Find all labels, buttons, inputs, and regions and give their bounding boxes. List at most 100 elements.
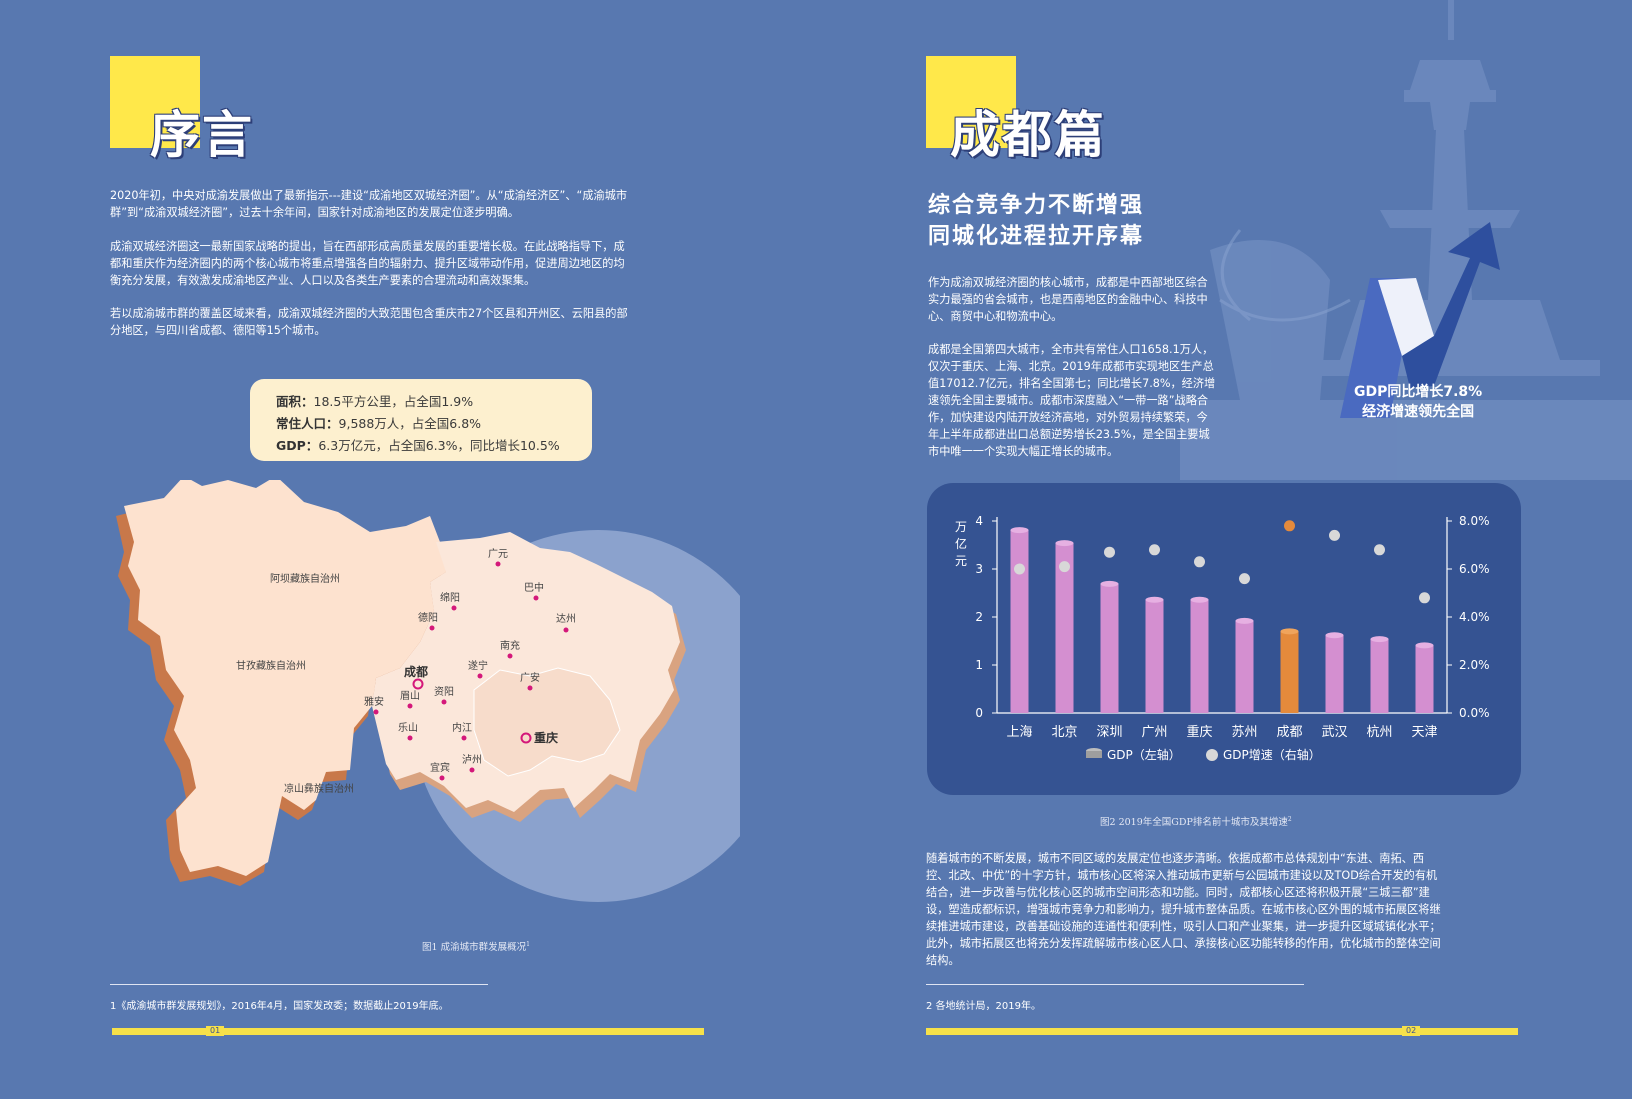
gdp-bar-cap-3 <box>1145 596 1164 603</box>
map-label-mianyang: 绵阳 <box>440 591 460 604</box>
y-axis-label-char: 元 <box>955 554 967 568</box>
growth-point-6 <box>1284 520 1295 532</box>
chengdu-paragraph-2: 成都是全国第四大城市，全市共有常住人口1658.1万人， 仅次于重庆、上海、北京… <box>928 343 1216 458</box>
map-label-dazhou: 达州 <box>556 613 576 625</box>
y2-tick-label: 6.0% <box>1459 562 1490 576</box>
arrow-diagonal-white <box>1378 278 1434 356</box>
city-dots <box>373 561 569 781</box>
map-label-bazhong: 巴中 <box>524 581 544 594</box>
gdp-bar-cap-8 <box>1370 636 1389 643</box>
map-label-leshan: 乐山 <box>398 722 418 734</box>
x-tick-label-0: 上海 <box>1006 725 1032 740</box>
footnote-right: 2 各地统计局，2019年。 <box>926 1001 1041 1012</box>
x-tick-label-8: 杭州 <box>1366 725 1392 740</box>
preface-paragraph-2: 成渝双城经济圈这一最新国家战略的提出，旨在西部形成高质量发展的重要增长极。在此战… <box>110 240 625 287</box>
gdp-bar-cap-2 <box>1100 580 1119 587</box>
gdp-bar-cap-1 <box>1055 540 1074 547</box>
x-tick-label-3: 广州 <box>1141 725 1167 740</box>
x-tick-label-9: 天津 <box>1411 725 1437 740</box>
chengdu-paragraph-3: 随着城市的不断发展，城市不同区域的发展定位也逐步清晰。依据成都市总体规划中“东进… <box>926 852 1441 967</box>
title-accent-block-right <box>926 56 1016 148</box>
legend-gdp-icon-body <box>1086 751 1102 758</box>
tv-tower-illustration <box>1180 0 1632 480</box>
chengdu-paragraph-1: 作为成渝双城经济圈的核心城市，成都是中西部地区综合 实力最强的省会城市，也是西南… <box>928 276 1208 323</box>
y2-tick-label: 4.0% <box>1459 610 1490 624</box>
growth-arrow-graphic <box>1340 222 1500 418</box>
map-label-neijiang: 内江 <box>452 721 472 734</box>
y2-tick-label: 0.0% <box>1459 706 1490 720</box>
gdp-bar-8 <box>1370 639 1389 713</box>
map-label-deyang: 德阳 <box>418 611 438 624</box>
map-label-chengdu: 成都 <box>404 664 428 679</box>
stats-box: 面积：18.5平方公里，占全国1.9% 常住人口：9,588万人，占全国6.8%… <box>250 379 592 461</box>
growth-point-5 <box>1239 573 1250 585</box>
gdp-bar-6 <box>1280 631 1299 713</box>
page-title-preface: 序言 <box>150 106 254 164</box>
gdp-bar-1 <box>1055 543 1074 713</box>
footnote-left: 1《成渝城市群发展规划》，2016年4月，国家发改委；数据截止2019年底。 <box>110 1001 449 1012</box>
y2-tick-label: 8.0% <box>1459 514 1490 528</box>
page-title-chengdu: 成都篇 <box>950 106 1106 164</box>
chongqing-marker <box>520 732 532 744</box>
y2-tick-label: 2.0% <box>1459 658 1490 672</box>
growth-point-4 <box>1194 556 1205 568</box>
growth-point-2 <box>1104 546 1115 558</box>
map-label-meishan: 眉山 <box>400 690 420 702</box>
chengdu-marker <box>412 678 424 690</box>
y-axis-label-char: 亿 <box>955 536 967 551</box>
growth-point-3 <box>1149 544 1160 556</box>
y-tick-label: 3 <box>975 562 983 576</box>
map-label-luzhou: 泸州 <box>462 754 482 766</box>
map-label-guangyuan: 广元 <box>488 548 508 560</box>
y-tick-label: 4 <box>975 514 983 528</box>
preface-paragraph-1: 2020年初，中央对成渝发展做出了最新指示---建设“成渝地区双城经济圈”。从“… <box>110 189 628 219</box>
gdp-bar-9 <box>1415 645 1434 713</box>
legend-gdp-label: GDP（左轴） <box>1107 747 1181 762</box>
map-label-yibin: 宜宾 <box>430 761 450 774</box>
map-label-nanchong: 南充 <box>500 639 520 652</box>
stat-population: 常住人口：9,588万人，占全国6.8% <box>276 416 482 431</box>
map-label-guangan: 广安 <box>520 671 540 684</box>
footnote-rule-right <box>926 984 1304 985</box>
gdp-bar-cap-4 <box>1190 596 1209 603</box>
page-number-right: 02 <box>1402 1026 1421 1036</box>
chengyu-region-map: 阿坝藏族自治州 甘孜藏族自治州 凉山彝族自治州 广元 巴中 绵阳 德阳 达州 成… <box>116 480 740 902</box>
map-label-suining: 遂宁 <box>468 659 488 672</box>
stat-gdp: GDP：6.3万亿元，占全国6.3%，同比增长10.5% <box>276 438 560 453</box>
x-tick-label-2: 深圳 <box>1096 725 1122 740</box>
gdp-bar-cap-5 <box>1235 617 1254 624</box>
section-subheading: 综合竞争力不断增强 同城化进程拉开序幕 <box>928 193 1145 249</box>
map-label-liangshan: 凉山彝族自治州 <box>284 782 354 795</box>
x-tick-label-5: 苏州 <box>1231 724 1257 740</box>
x-tick-label-4: 重庆 <box>1186 724 1212 740</box>
gdp-bar-cap-6 <box>1280 628 1299 635</box>
x-tick-label-1: 北京 <box>1051 725 1077 740</box>
gdp-bar-4 <box>1190 599 1209 713</box>
page-bar-left <box>112 1028 704 1035</box>
growth-point-7 <box>1329 529 1340 541</box>
map-label-aba: 阿坝藏族自治州 <box>270 572 340 585</box>
legend-growth-label: GDP增速（右轴） <box>1223 747 1321 762</box>
arrow-right-band <box>1402 222 1500 388</box>
y-tick-label: 2 <box>975 610 983 624</box>
sichuan-province <box>124 480 446 876</box>
map-label-ziyang: 资阳 <box>434 686 454 698</box>
growth-point-1 <box>1059 561 1070 573</box>
title-accent-block <box>110 56 200 148</box>
figure-1-caption: 图1 成渝城市群发展概况1 <box>422 940 530 953</box>
y-axis-label-char: 万 <box>955 520 967 534</box>
gdp-bar-2 <box>1100 583 1119 713</box>
gdp-bar-7 <box>1325 635 1344 713</box>
map-label-ganzi: 甘孜藏族自治州 <box>236 659 306 672</box>
map-label-yaan: 雅安 <box>364 695 384 708</box>
x-tick-label-7: 武汉 <box>1321 725 1347 740</box>
gdp-bar-3 <box>1145 599 1164 713</box>
gdp-bar-0 <box>1010 530 1029 713</box>
x-tick-label-6: 成都 <box>1276 725 1302 740</box>
y-tick-label: 1 <box>975 658 983 672</box>
figure-2-caption: 图2 2019年全国GDP排名前十城市及其增速2 <box>1100 815 1292 828</box>
page-bar-right <box>926 1028 1518 1035</box>
legend-growth-icon <box>1206 749 1218 761</box>
y-tick-label: 0 <box>975 706 983 720</box>
